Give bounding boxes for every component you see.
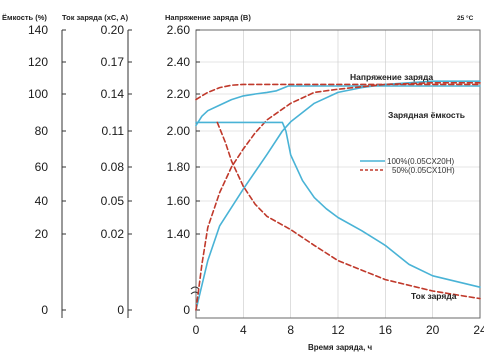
current-annotation: Ток заряда — [411, 291, 457, 301]
series-capacity-100 — [195, 80, 481, 311]
voltage-tick-label: 2.40 — [167, 55, 191, 69]
voltage-tick-label: 2.00 — [167, 124, 191, 138]
current-tick-label: 0.17 — [101, 55, 125, 69]
current-tick-label: 0.11 — [102, 124, 125, 138]
voltage-tick-label: 0 — [183, 303, 190, 317]
series-voltage-100 — [195, 85, 481, 127]
capacity-tick-label: 100 — [28, 87, 48, 101]
current-tick-label: 0.02 — [101, 227, 125, 241]
plot-grid — [196, 30, 481, 318]
series-capacity-50 — [195, 82, 481, 311]
x-tick-label: 12 — [331, 323, 345, 337]
series-current-100 — [195, 121, 481, 288]
voltage-tick-label: 1.60 — [167, 194, 191, 208]
plot-frame — [195, 29, 481, 319]
capacity-tick-label: 120 — [28, 55, 48, 69]
x-tick-label: 16 — [379, 323, 393, 337]
temperature-label: 25 °C — [457, 14, 474, 22]
capacity-tick-label: 80 — [35, 124, 49, 138]
legend-label-50: 50%(0.05CX10H) — [392, 166, 455, 175]
voltage-tick-label: 2.60 — [167, 23, 191, 37]
voltage-tick-label: 1.40 — [167, 227, 191, 241]
capacity-tick-label: 0 — [41, 303, 48, 317]
capacity-tick-label: 20 — [35, 227, 49, 241]
voltage-axis-header: Напряжение заряда (В) — [165, 13, 251, 22]
capacity-axis-header: Ёмкость (%) — [2, 13, 47, 22]
current-tick-label: 0.14 — [101, 87, 125, 101]
current-axis-header: Ток заряда (xC, A) — [62, 13, 129, 22]
x-ticks: 0 4 8 12 16 20 24 — [193, 323, 484, 337]
capacity-tick-label: 140 — [28, 23, 48, 37]
voltage-tick-label: 2.20 — [167, 87, 191, 101]
x-tick-label: 24 — [473, 323, 484, 337]
x-tick-label: 4 — [240, 323, 247, 337]
legend: 100%(0.05CX20H) 50%(0.05CX10H) — [360, 157, 455, 175]
x-axis-label: Время заряда, ч — [308, 343, 373, 352]
current-tick-label: 0.20 — [101, 23, 125, 37]
capacity-tick-label: 40 — [35, 194, 49, 208]
x-tick-label: 8 — [287, 323, 294, 337]
current-tick-label: 0.08 — [101, 160, 125, 174]
legend-label-100: 100%(0.05CX20H) — [387, 157, 454, 166]
x-tick-label: 20 — [426, 323, 440, 337]
capacity-ticks: 140 120 100 80 60 40 20 0 — [28, 23, 66, 317]
capacity-tick-label: 60 — [35, 160, 49, 174]
current-ticks: 0.20 0.17 0.14 0.11 0.08 0.05 0.02 0 — [101, 23, 132, 317]
series-group — [195, 80, 481, 311]
voltage-ticks: 2.60 2.40 2.20 2.00 1.80 1.60 1.40 0 — [167, 23, 200, 317]
voltage-annotation: Напряжение заряда — [350, 72, 433, 82]
current-tick-label: 0.05 — [101, 194, 125, 208]
current-tick-label: 0 — [117, 303, 124, 317]
capacity-annotation: Зарядная ёмкость — [388, 110, 465, 120]
voltage-tick-label: 1.80 — [167, 160, 191, 174]
x-tick-label: 0 — [193, 323, 200, 337]
series-current-50 — [216, 121, 481, 300]
